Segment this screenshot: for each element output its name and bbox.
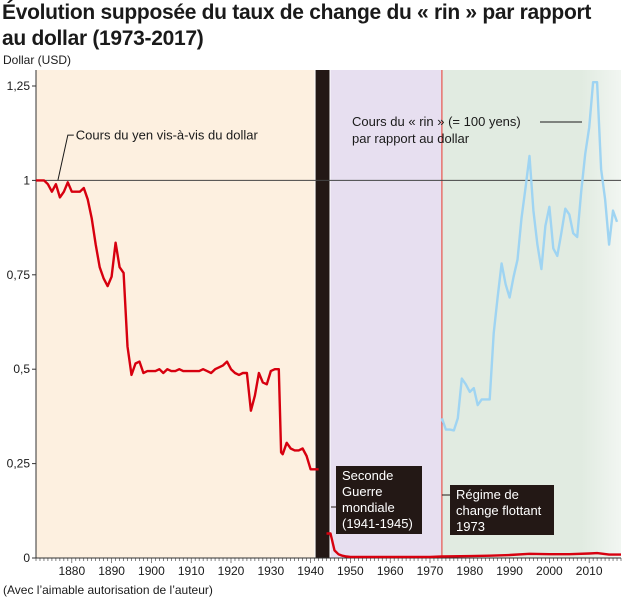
y-tick-label: 0,5 bbox=[13, 362, 30, 376]
x-tick-label: 1940 bbox=[297, 564, 324, 578]
war-box bbox=[336, 466, 422, 534]
war-box-text: Guerre bbox=[342, 484, 382, 499]
float-box bbox=[450, 485, 554, 535]
y-tick-label: 0,75 bbox=[7, 268, 31, 282]
x-tick-label: 2000 bbox=[536, 564, 563, 578]
title-line-2: au dollar (1973-2017) bbox=[2, 27, 204, 50]
y-tick-label: 0 bbox=[23, 551, 30, 565]
x-tick-label: 1950 bbox=[337, 564, 364, 578]
x-tick-label: 1930 bbox=[257, 564, 284, 578]
x-tick-label: 1910 bbox=[178, 564, 205, 578]
source-note: (Avec l’aimable autorisation de l’auteur… bbox=[3, 583, 213, 597]
region-0 bbox=[36, 70, 315, 558]
war-box-text: (1941-1945) bbox=[342, 516, 413, 531]
float-box-text: Régime de bbox=[456, 487, 519, 502]
yen-leader-line bbox=[57, 134, 74, 181]
series-lines bbox=[36, 81, 621, 559]
x-tick-label: 2010 bbox=[576, 564, 603, 578]
y-tick-label: 0,25 bbox=[7, 457, 31, 471]
war-box-text: Seconde bbox=[342, 468, 393, 483]
y-axis-label: Dollar (USD) bbox=[3, 53, 72, 67]
rin-series-label-2: par rapport au dollar bbox=[352, 131, 470, 146]
x-tick-label: 1890 bbox=[98, 564, 125, 578]
float-box-text: change flottant bbox=[456, 503, 542, 518]
series-line-1 bbox=[326, 532, 621, 559]
axes: 0 0,25 0,5 0,75 1 1,25 1880 1890 1900 1910 1920 193… bbox=[7, 70, 622, 578]
x-tick-label: 1980 bbox=[456, 564, 483, 578]
x-tick-label: 1970 bbox=[417, 564, 444, 578]
x-tick-label: 1990 bbox=[496, 564, 523, 578]
war-box-text: mondiale bbox=[342, 500, 395, 515]
annotations: Cours du yen vis-à-vis du dollar Cours du… bbox=[57, 114, 582, 535]
x-tick-label: 1920 bbox=[218, 564, 245, 578]
rin-series-label-1: Cours du « rin » (= 100 yens) bbox=[352, 114, 521, 129]
y-tick-label: 1,25 bbox=[7, 79, 31, 93]
x-tick-label: 1900 bbox=[138, 564, 165, 578]
series-line-2 bbox=[440, 81, 619, 432]
background-regions bbox=[36, 70, 621, 558]
series-line-0 bbox=[36, 179, 319, 471]
region-1 bbox=[315, 70, 330, 558]
title-line-1: Évolution supposée du taux de change du … bbox=[2, 1, 592, 24]
x-tick-label: 1960 bbox=[377, 564, 404, 578]
float-box-text: 1973 bbox=[456, 519, 485, 534]
y-tick-label: 1 bbox=[23, 173, 30, 187]
x-tick-label: 1880 bbox=[58, 564, 85, 578]
chart-title: Évolution supposée du taux de change du … bbox=[2, 0, 638, 52]
yen-series-label: Cours du yen vis-à-vis du dollar bbox=[76, 128, 259, 143]
